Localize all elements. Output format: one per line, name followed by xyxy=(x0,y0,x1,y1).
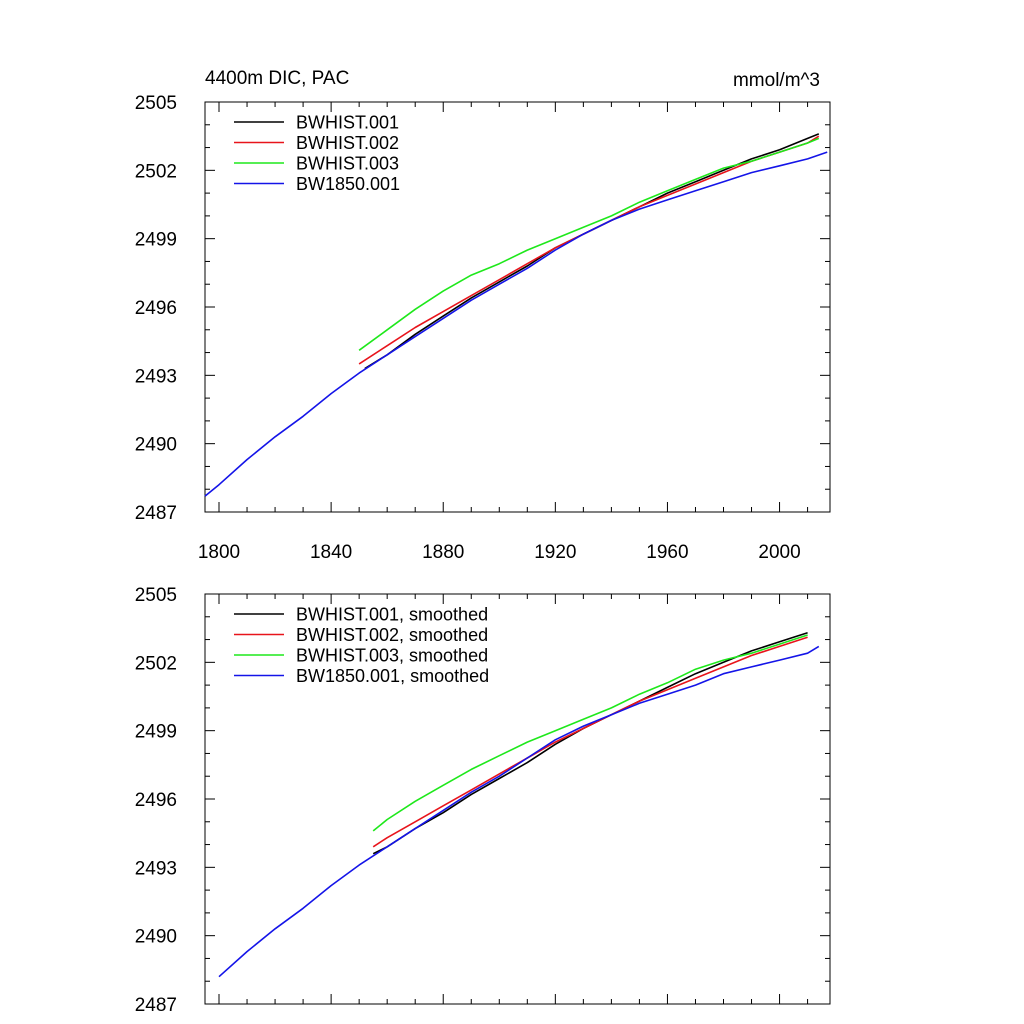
legend-label: BWHIST.002, smoothed xyxy=(296,625,488,645)
series-line xyxy=(218,645,820,978)
legend-label: BWHIST.002 xyxy=(296,133,399,153)
series-line xyxy=(372,634,808,832)
series-line xyxy=(358,135,820,365)
x-tick-label: 1920 xyxy=(534,542,576,563)
y-tick-label: 2490 xyxy=(135,927,177,948)
x-tick-label: 1800 xyxy=(198,542,240,563)
y-tick-label: 2496 xyxy=(135,298,177,319)
y-tick-label: 2496 xyxy=(135,790,177,811)
y-tick-label: 2499 xyxy=(135,722,177,743)
x-tick-label: 1960 xyxy=(646,542,688,563)
y-tick-label: 2493 xyxy=(135,366,177,387)
series-line xyxy=(372,636,808,848)
x-tick-label: 2000 xyxy=(758,542,800,563)
y-tick-label: 2487 xyxy=(135,503,177,524)
y-tick-label: 2505 xyxy=(135,93,177,114)
legend-label: BWHIST.001 xyxy=(296,113,399,133)
y-tick-label: 2487 xyxy=(135,995,177,1016)
series-line xyxy=(204,151,828,497)
series-line xyxy=(358,137,820,351)
chart-units: mmol/m^3 xyxy=(733,70,820,91)
top-panel: 4400m DIC, PAC mmol/m^3 2487 2490 2493 2496… xyxy=(135,68,831,563)
legend-label: BW1850.001 xyxy=(296,174,400,194)
legend-label: BWHIST.003, smoothed xyxy=(296,646,488,666)
bottom-panel: 2487 2490 2493 2496 2499 2502 2505 BWHIST.001, … xyxy=(135,585,831,1016)
chart-title: 4400m DIC, PAC xyxy=(205,68,349,89)
y-tick-label: 2502 xyxy=(135,653,177,674)
x-tick-label: 1880 xyxy=(422,542,464,563)
legend-label: BWHIST.001, smoothed xyxy=(296,605,488,625)
y-tick-label: 2493 xyxy=(135,858,177,879)
series-line xyxy=(364,133,820,370)
legend-label: BWHIST.003 xyxy=(296,154,399,174)
y-tick-label: 2502 xyxy=(135,161,177,182)
y-tick-label: 2505 xyxy=(135,585,177,606)
y-tick-label: 2490 xyxy=(135,435,177,456)
y-tick-label: 2499 xyxy=(135,230,177,251)
legend-label: BW1850.001, smoothed xyxy=(296,666,489,686)
x-tick-label: 1840 xyxy=(310,542,352,563)
